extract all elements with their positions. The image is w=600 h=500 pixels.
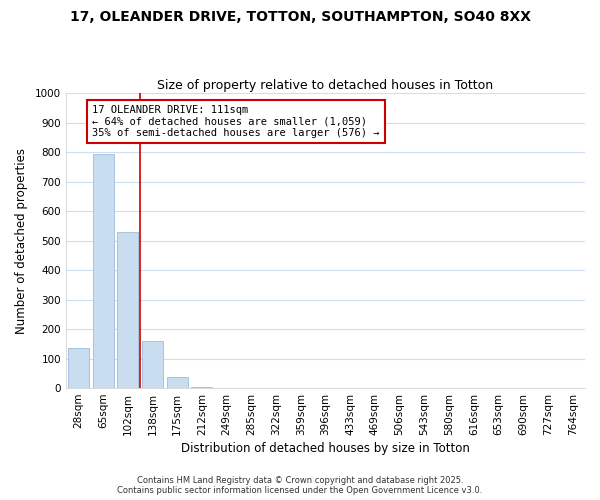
Text: 17 OLEANDER DRIVE: 111sqm
← 64% of detached houses are smaller (1,059)
35% of se: 17 OLEANDER DRIVE: 111sqm ← 64% of detac… bbox=[92, 105, 379, 138]
Y-axis label: Number of detached properties: Number of detached properties bbox=[15, 148, 28, 334]
Title: Size of property relative to detached houses in Totton: Size of property relative to detached ho… bbox=[157, 79, 494, 92]
Text: Contains HM Land Registry data © Crown copyright and database right 2025.
Contai: Contains HM Land Registry data © Crown c… bbox=[118, 476, 482, 495]
Bar bbox=[167, 377, 188, 388]
Bar bbox=[92, 154, 113, 388]
Bar bbox=[142, 341, 163, 388]
Bar bbox=[191, 387, 212, 388]
X-axis label: Distribution of detached houses by size in Totton: Distribution of detached houses by size … bbox=[181, 442, 470, 455]
Text: 17, OLEANDER DRIVE, TOTTON, SOUTHAMPTON, SO40 8XX: 17, OLEANDER DRIVE, TOTTON, SOUTHAMPTON,… bbox=[70, 10, 530, 24]
Bar bbox=[117, 232, 138, 388]
Bar bbox=[68, 348, 89, 388]
